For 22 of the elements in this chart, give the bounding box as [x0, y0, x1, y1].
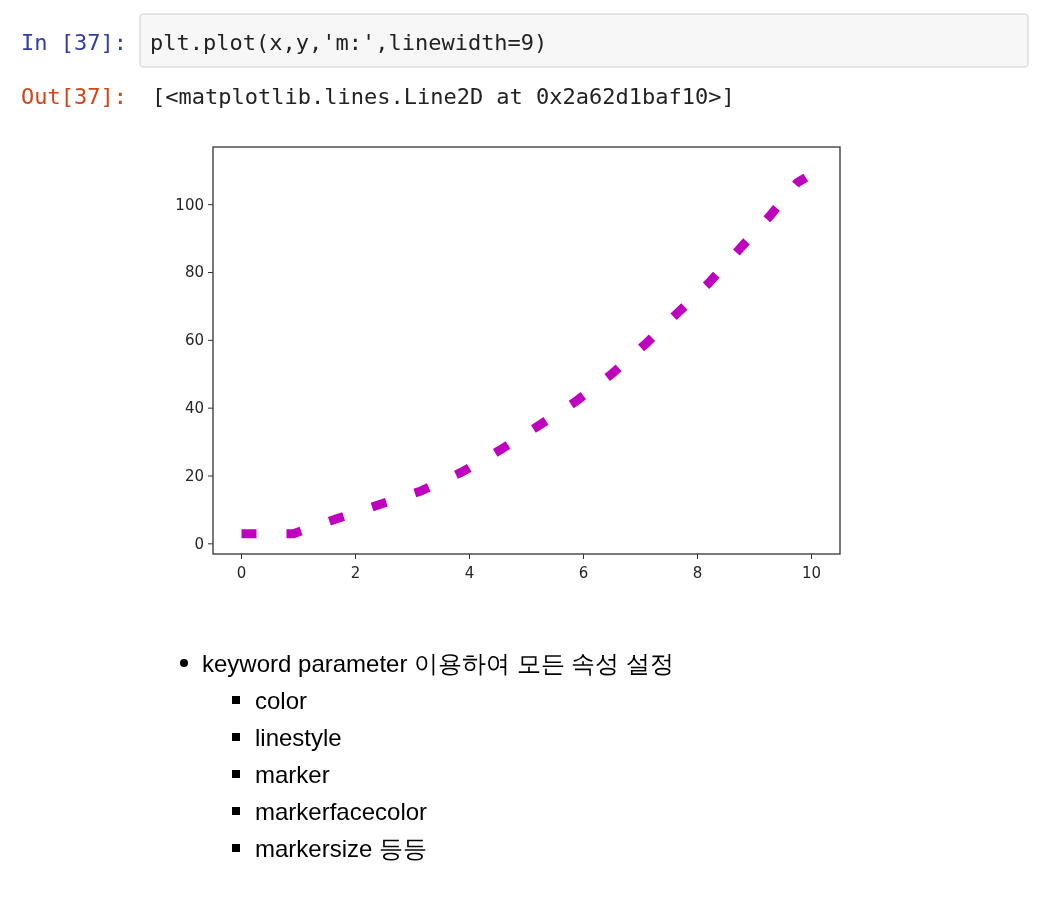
text: Out[37]:: [21, 84, 127, 109]
y-tick-label: 20: [184, 466, 204, 485]
text: [<matplotlib.lines.Line2D at 0x2a62d1baf10>]: [152, 84, 735, 109]
y-tick-label: 80: [184, 263, 204, 282]
y-tick-label: 60: [184, 331, 204, 350]
text: plt.plot(x,y,'m:',linewidth=9): [150, 30, 548, 55]
x-tick-label: 6: [578, 564, 589, 582]
text: marker: [255, 761, 330, 788]
x-tick-label: 8: [692, 564, 703, 582]
x-tick-label: 2: [350, 564, 361, 582]
y-tick-label: 40: [184, 399, 204, 418]
x-tick-label: 0: [236, 564, 247, 582]
text: In [37]:: [21, 30, 127, 55]
text: color: [255, 687, 308, 714]
x-tick-label: 4: [464, 564, 475, 582]
y-tick-label: 0: [194, 534, 204, 553]
y-tick-label: 100: [175, 195, 204, 214]
text: markerfacecolor: [255, 798, 428, 825]
x-tick-label: 10: [801, 564, 822, 582]
text: markersize 등등: [255, 835, 428, 862]
text: linestyle: [255, 724, 342, 751]
text: keyword parameter 이용하여 모든 속성 설정: [202, 650, 675, 677]
